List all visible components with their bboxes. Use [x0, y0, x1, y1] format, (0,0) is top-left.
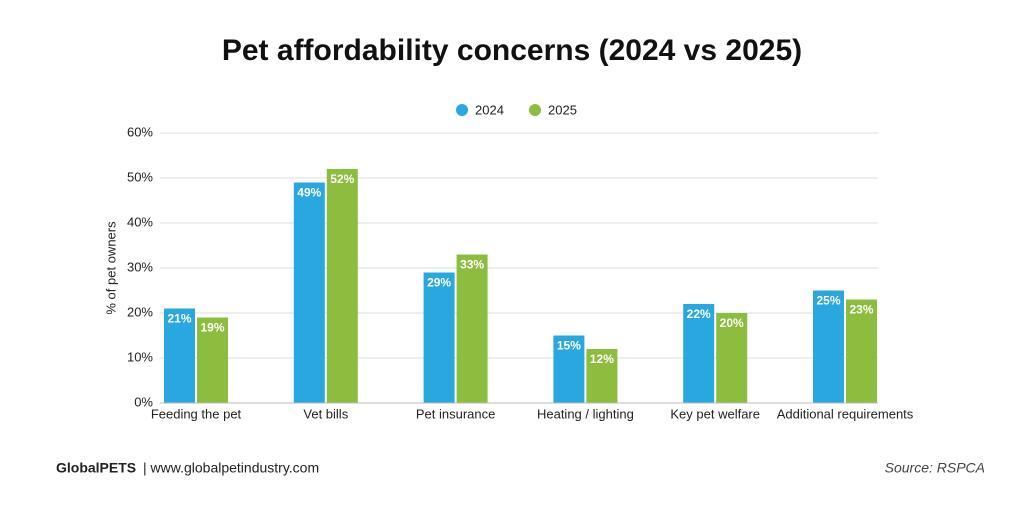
x-tick-label: Additional requirements: [777, 406, 914, 421]
bar: [164, 308, 195, 403]
bar: [586, 349, 618, 403]
bar: [326, 169, 358, 403]
bar: [423, 272, 455, 403]
value-label: 33%: [460, 258, 484, 272]
y-tick-label: 0%: [134, 394, 153, 409]
value-label: 19%: [200, 321, 224, 335]
y-tick-label: 30%: [127, 259, 153, 274]
value-label: 52%: [330, 172, 354, 186]
x-tick-label: Vet bills: [303, 406, 348, 421]
footer-site: | www.globalpetindustry.com: [143, 460, 319, 476]
value-label: 49%: [297, 186, 321, 200]
value-label: 23%: [849, 303, 873, 317]
bar: [456, 254, 488, 403]
legend-label: 2024: [475, 102, 504, 117]
value-label: 12%: [590, 352, 614, 366]
bar: [197, 317, 228, 403]
x-tick-label: Heating / lighting: [537, 406, 634, 421]
value-label: 25%: [816, 294, 840, 308]
legend-marker: [529, 104, 541, 116]
value-label: 15%: [557, 339, 581, 353]
legend-label: 2025: [548, 102, 577, 117]
legend-marker: [456, 104, 468, 116]
footer-source: Source: RSPCA: [885, 460, 985, 476]
bar: [846, 299, 877, 403]
y-tick-label: 20%: [127, 304, 153, 319]
x-tick-label: Key pet welfare: [670, 406, 760, 421]
bar: [683, 304, 715, 403]
value-label: 29%: [427, 276, 451, 290]
footer-brand: GlobalPETS: [56, 460, 136, 476]
bar: [813, 290, 844, 403]
x-tick-label: Pet insurance: [416, 406, 496, 421]
y-axis-label: % of pet owners: [103, 221, 118, 315]
bar: [716, 313, 748, 403]
value-label: 20%: [720, 316, 744, 330]
y-tick-label: 60%: [127, 124, 153, 139]
y-tick-label: 10%: [127, 349, 153, 364]
value-label: 21%: [167, 312, 191, 326]
y-tick-label: 40%: [127, 214, 153, 229]
x-tick-label: Feeding the pet: [151, 406, 242, 421]
chart-title: Pet affordability concerns (2024 vs 2025…: [222, 34, 802, 67]
bar: [553, 335, 585, 403]
y-tick-label: 50%: [127, 169, 153, 184]
bar: [293, 182, 325, 403]
value-label: 22%: [687, 307, 711, 321]
